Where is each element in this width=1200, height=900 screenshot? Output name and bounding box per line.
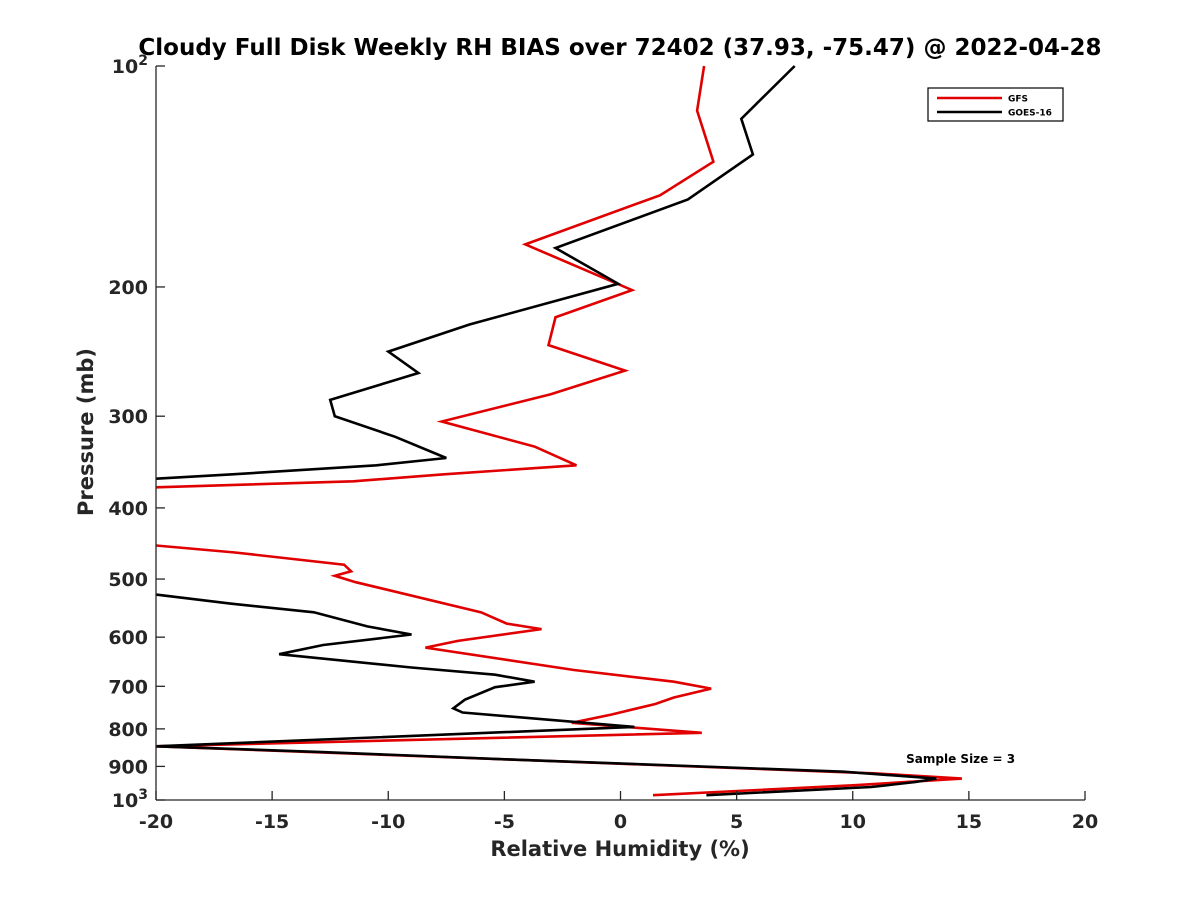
y-tick-label: 600 <box>108 627 148 649</box>
x-tick-label: -20 <box>139 811 173 833</box>
legend-label-goes-16: GOES-16 <box>1008 109 1052 119</box>
x-axis-label: Relative Humidity (%) <box>490 837 749 861</box>
series-line-gfs-segment-1 <box>155 65 715 489</box>
y-tick-label: 500 <box>108 569 148 591</box>
x-tick-label: -15 <box>255 811 289 833</box>
x-tick-label: 5 <box>730 811 743 833</box>
axes: -20 -15 -10 -5 0 5 10 15 20 102 200 300 400 500 600 700… <box>108 53 1098 833</box>
y-tick-label: 200 <box>108 277 148 299</box>
series-line-goes-16-segment-2 <box>155 593 635 748</box>
chart-title: Cloudy Full Disk Weekly RH BIAS over 724… <box>138 35 1101 61</box>
x-tick-label: 15 <box>956 811 982 833</box>
y-tick-label: 700 <box>108 676 148 698</box>
series-line-gfs-segment-2 <box>155 544 712 748</box>
y-tick-label: 900 <box>108 756 148 778</box>
series-line-goes-16-segment-3 <box>155 745 937 797</box>
series-line-goes-16-segment-1 <box>155 65 796 480</box>
x-tick-label: 10 <box>840 811 866 833</box>
sample-size-annotation: Sample Size = 3 <box>906 752 1015 766</box>
legend: GFS GOES-16 <box>927 87 1064 122</box>
y-tick-label: 300 <box>108 406 148 428</box>
y-tick-label: 102 <box>112 53 148 78</box>
y-axis-label-group: Pressure (mb) <box>74 348 98 516</box>
x-tick-label: -10 <box>371 811 405 833</box>
x-tick-label: -5 <box>494 811 515 833</box>
y-axis-label: Pressure (mb) <box>74 348 98 516</box>
x-tick-label: 20 <box>1072 811 1098 833</box>
legend-label-gfs: GFS <box>1008 95 1028 105</box>
y-tick-label: 103 <box>112 787 148 812</box>
y-tick-label: 400 <box>108 498 148 520</box>
y-tick-label: 800 <box>108 719 148 741</box>
x-tick-label: 0 <box>614 811 627 833</box>
legend-box <box>927 87 1064 122</box>
plot-area <box>155 65 962 797</box>
